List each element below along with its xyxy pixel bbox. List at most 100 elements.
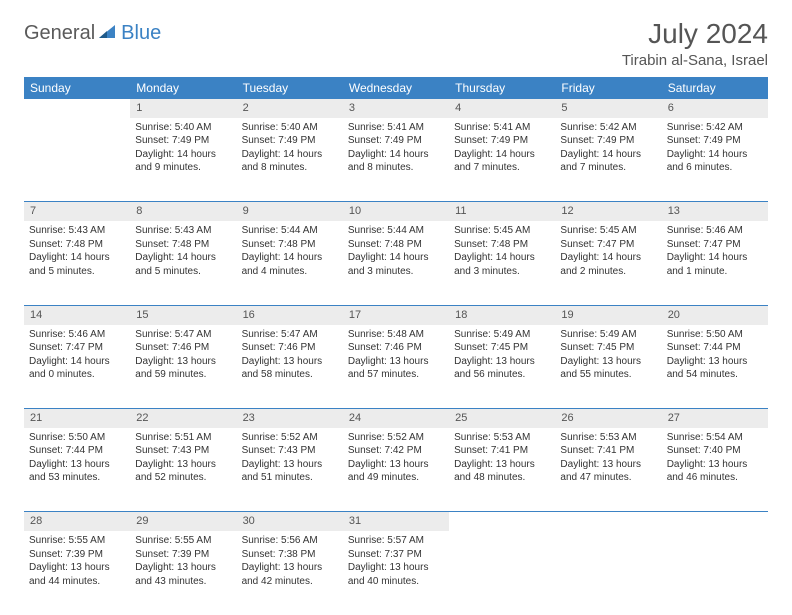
weekday-header: Wednesday xyxy=(343,77,449,99)
day-number-cell: 2 xyxy=(237,99,343,118)
day-cell: Sunrise: 5:45 AMSunset: 7:48 PMDaylight:… xyxy=(449,221,555,305)
sunset-text: Sunset: 7:47 PM xyxy=(29,341,125,355)
day-cell: Sunrise: 5:52 AMSunset: 7:43 PMDaylight:… xyxy=(237,428,343,512)
day-number-cell: 4 xyxy=(449,99,555,118)
day-cell: Sunrise: 5:46 AMSunset: 7:47 PMDaylight:… xyxy=(662,221,768,305)
sunrise-text: Sunrise: 5:53 AM xyxy=(560,431,656,445)
day-cell: Sunrise: 5:50 AMSunset: 7:44 PMDaylight:… xyxy=(662,325,768,409)
sunrise-text: Sunrise: 5:43 AM xyxy=(29,224,125,238)
sunset-text: Sunset: 7:46 PM xyxy=(242,341,338,355)
day-number-cell: 25 xyxy=(449,409,555,428)
day-cell: Sunrise: 5:47 AMSunset: 7:46 PMDaylight:… xyxy=(237,325,343,409)
daylight-text: Daylight: 13 hours and 52 minutes. xyxy=(135,458,231,485)
daylight-text: Daylight: 14 hours and 3 minutes. xyxy=(454,251,550,278)
sunrise-text: Sunrise: 5:46 AM xyxy=(667,224,763,238)
sunrise-text: Sunrise: 5:47 AM xyxy=(135,328,231,342)
day-cell xyxy=(662,531,768,615)
daylight-text: Daylight: 14 hours and 5 minutes. xyxy=(135,251,231,278)
day-cell: Sunrise: 5:53 AMSunset: 7:41 PMDaylight:… xyxy=(555,428,661,512)
day-cell: Sunrise: 5:42 AMSunset: 7:49 PMDaylight:… xyxy=(555,118,661,202)
day-cell: Sunrise: 5:49 AMSunset: 7:45 PMDaylight:… xyxy=(449,325,555,409)
day-number-cell: 26 xyxy=(555,409,661,428)
logo-sail-icon xyxy=(99,23,119,44)
sunset-text: Sunset: 7:47 PM xyxy=(560,238,656,252)
day-number-cell: 9 xyxy=(237,202,343,221)
daylight-text: Daylight: 13 hours and 49 minutes. xyxy=(348,458,444,485)
day-number-cell: 13 xyxy=(662,202,768,221)
sunset-text: Sunset: 7:43 PM xyxy=(242,444,338,458)
day-cell: Sunrise: 5:54 AMSunset: 7:40 PMDaylight:… xyxy=(662,428,768,512)
day-number-cell: 3 xyxy=(343,99,449,118)
sunrise-text: Sunrise: 5:56 AM xyxy=(242,534,338,548)
day-number-cell: 23 xyxy=(237,409,343,428)
month-title: July 2024 xyxy=(622,18,768,50)
day-number-cell: 24 xyxy=(343,409,449,428)
sunset-text: Sunset: 7:48 PM xyxy=(348,238,444,252)
day-number-row: 14151617181920 xyxy=(24,305,768,324)
day-number-cell: 21 xyxy=(24,409,130,428)
sunrise-text: Sunrise: 5:49 AM xyxy=(454,328,550,342)
daylight-text: Daylight: 14 hours and 0 minutes. xyxy=(29,355,125,382)
day-number-cell: 30 xyxy=(237,512,343,531)
day-content-row: Sunrise: 5:50 AMSunset: 7:44 PMDaylight:… xyxy=(24,428,768,512)
weekday-header: Saturday xyxy=(662,77,768,99)
day-content-row: Sunrise: 5:46 AMSunset: 7:47 PMDaylight:… xyxy=(24,325,768,409)
sunset-text: Sunset: 7:39 PM xyxy=(135,548,231,562)
day-cell: Sunrise: 5:51 AMSunset: 7:43 PMDaylight:… xyxy=(130,428,236,512)
day-number-cell: 10 xyxy=(343,202,449,221)
day-number-cell xyxy=(555,512,661,531)
sunset-text: Sunset: 7:45 PM xyxy=(560,341,656,355)
day-number-cell xyxy=(24,99,130,118)
day-number-row: 78910111213 xyxy=(24,202,768,221)
sunset-text: Sunset: 7:46 PM xyxy=(348,341,444,355)
sunset-text: Sunset: 7:48 PM xyxy=(242,238,338,252)
day-cell: Sunrise: 5:41 AMSunset: 7:49 PMDaylight:… xyxy=(343,118,449,202)
day-cell: Sunrise: 5:44 AMSunset: 7:48 PMDaylight:… xyxy=(237,221,343,305)
sunrise-text: Sunrise: 5:45 AM xyxy=(560,224,656,238)
weekday-header: Tuesday xyxy=(237,77,343,99)
daylight-text: Daylight: 14 hours and 9 minutes. xyxy=(135,148,231,175)
day-cell: Sunrise: 5:43 AMSunset: 7:48 PMDaylight:… xyxy=(130,221,236,305)
daylight-text: Daylight: 14 hours and 1 minute. xyxy=(667,251,763,278)
sunset-text: Sunset: 7:48 PM xyxy=(29,238,125,252)
sunrise-text: Sunrise: 5:50 AM xyxy=(29,431,125,445)
calendar-table: Sunday Monday Tuesday Wednesday Thursday… xyxy=(24,77,768,615)
day-number-cell: 1 xyxy=(130,99,236,118)
day-cell: Sunrise: 5:44 AMSunset: 7:48 PMDaylight:… xyxy=(343,221,449,305)
daylight-text: Daylight: 13 hours and 43 minutes. xyxy=(135,561,231,588)
daylight-text: Daylight: 14 hours and 5 minutes. xyxy=(29,251,125,278)
day-content-row: Sunrise: 5:55 AMSunset: 7:39 PMDaylight:… xyxy=(24,531,768,615)
sunrise-text: Sunrise: 5:46 AM xyxy=(29,328,125,342)
location-label: Tirabin al-Sana, Israel xyxy=(622,52,768,69)
sunset-text: Sunset: 7:37 PM xyxy=(348,548,444,562)
daylight-text: Daylight: 13 hours and 53 minutes. xyxy=(29,458,125,485)
day-number-cell: 8 xyxy=(130,202,236,221)
sunrise-text: Sunrise: 5:40 AM xyxy=(242,121,338,135)
sunset-text: Sunset: 7:42 PM xyxy=(348,444,444,458)
day-cell xyxy=(555,531,661,615)
sunrise-text: Sunrise: 5:41 AM xyxy=(454,121,550,135)
day-cell xyxy=(24,118,130,202)
day-cell: Sunrise: 5:43 AMSunset: 7:48 PMDaylight:… xyxy=(24,221,130,305)
logo-text-blue: Blue xyxy=(121,22,161,45)
sunrise-text: Sunrise: 5:44 AM xyxy=(242,224,338,238)
day-number-cell: 5 xyxy=(555,99,661,118)
day-number-row: 21222324252627 xyxy=(24,409,768,428)
daylight-text: Daylight: 13 hours and 56 minutes. xyxy=(454,355,550,382)
day-cell: Sunrise: 5:55 AMSunset: 7:39 PMDaylight:… xyxy=(130,531,236,615)
sunset-text: Sunset: 7:39 PM xyxy=(29,548,125,562)
daylight-text: Daylight: 14 hours and 2 minutes. xyxy=(560,251,656,278)
daylight-text: Daylight: 14 hours and 4 minutes. xyxy=(242,251,338,278)
day-number-cell: 7 xyxy=(24,202,130,221)
page-header: General Blue July 2024 Tirabin al-Sana, … xyxy=(24,18,768,69)
sunset-text: Sunset: 7:49 PM xyxy=(135,134,231,148)
sunrise-text: Sunrise: 5:41 AM xyxy=(348,121,444,135)
sunset-text: Sunset: 7:49 PM xyxy=(242,134,338,148)
weekday-header: Monday xyxy=(130,77,236,99)
day-cell: Sunrise: 5:42 AMSunset: 7:49 PMDaylight:… xyxy=(662,118,768,202)
daylight-text: Daylight: 13 hours and 51 minutes. xyxy=(242,458,338,485)
sunrise-text: Sunrise: 5:50 AM xyxy=(667,328,763,342)
sunrise-text: Sunrise: 5:44 AM xyxy=(348,224,444,238)
logo-text-general: General xyxy=(24,22,95,45)
sunrise-text: Sunrise: 5:45 AM xyxy=(454,224,550,238)
